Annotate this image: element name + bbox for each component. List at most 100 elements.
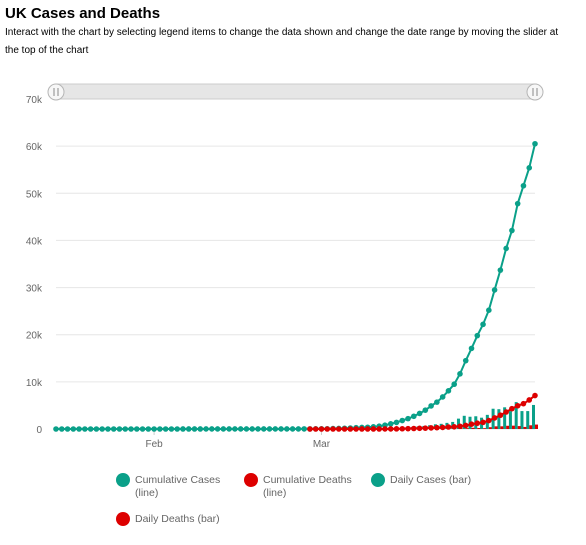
data-point bbox=[514, 200, 521, 207]
y-axis: 0 10k 20k 30k 40k 50k 60k 70k bbox=[26, 95, 43, 436]
data-point bbox=[209, 426, 215, 432]
bar bbox=[535, 424, 538, 429]
bar bbox=[500, 426, 504, 429]
data-point bbox=[509, 405, 515, 412]
data-point bbox=[399, 425, 406, 432]
data-point bbox=[416, 425, 423, 432]
data-point bbox=[330, 426, 336, 432]
data-point bbox=[503, 409, 509, 415]
range-slider-track[interactable] bbox=[55, 83, 537, 100]
bar bbox=[497, 409, 501, 429]
data-point bbox=[387, 426, 394, 432]
x-axis: Feb Mar bbox=[145, 429, 331, 450]
data-point bbox=[532, 140, 538, 147]
data-point bbox=[416, 410, 423, 417]
data-point bbox=[312, 426, 319, 432]
data-point bbox=[486, 307, 492, 314]
data-point bbox=[151, 426, 157, 432]
legend-label: Cumulative Deaths (line) bbox=[263, 474, 352, 499]
data-point bbox=[526, 397, 533, 403]
legend-marker-icon bbox=[116, 473, 130, 487]
data-point bbox=[185, 426, 192, 432]
range-slider[interactable] bbox=[47, 83, 544, 101]
data-point bbox=[197, 426, 204, 432]
y-tick-label: 20k bbox=[26, 331, 43, 342]
data-point bbox=[526, 165, 533, 171]
y-tick-label: 50k bbox=[26, 189, 43, 200]
bar bbox=[508, 411, 512, 429]
data-point bbox=[480, 321, 486, 328]
data-point bbox=[364, 426, 371, 432]
bar bbox=[506, 425, 510, 429]
data-point bbox=[439, 394, 446, 400]
data-point bbox=[503, 245, 509, 252]
grid-lines bbox=[56, 98, 535, 430]
y-tick-label: 60k bbox=[26, 142, 43, 153]
data-point bbox=[99, 426, 105, 432]
data-point bbox=[278, 426, 284, 432]
legend-marker-icon bbox=[116, 512, 130, 526]
data-point bbox=[220, 426, 227, 432]
data-point bbox=[434, 424, 440, 431]
y-tick-label: 10k bbox=[26, 378, 43, 389]
data-point bbox=[497, 412, 504, 419]
data-point bbox=[272, 426, 279, 432]
chart-title: UK Cases and Deaths bbox=[5, 5, 161, 22]
data-point bbox=[399, 417, 406, 424]
data-point bbox=[307, 426, 313, 432]
data-point bbox=[260, 426, 267, 432]
bar bbox=[483, 428, 487, 429]
series-line bbox=[309, 394, 536, 430]
data-point bbox=[347, 426, 354, 432]
data-point bbox=[462, 357, 469, 364]
data-point bbox=[237, 426, 244, 432]
data-point bbox=[93, 426, 100, 432]
data-point bbox=[474, 420, 481, 427]
data-point bbox=[64, 426, 71, 432]
data-point bbox=[133, 426, 140, 432]
data-point bbox=[445, 388, 452, 394]
data-point bbox=[318, 426, 325, 432]
data-point bbox=[509, 227, 515, 234]
data-point bbox=[474, 332, 481, 339]
data-point bbox=[434, 399, 440, 405]
data-point bbox=[457, 423, 463, 430]
x-tick-label: Mar bbox=[313, 439, 331, 450]
bar bbox=[494, 426, 498, 429]
y-tick-label: 40k bbox=[26, 236, 43, 247]
x-tick-label: Feb bbox=[145, 439, 163, 450]
chart-subtitle: Interact with the chart by selecting leg… bbox=[5, 27, 559, 56]
y-tick-label: 30k bbox=[26, 284, 43, 295]
legend-marker-icon bbox=[244, 473, 258, 487]
range-slider-right-handle[interactable] bbox=[526, 83, 544, 101]
bar bbox=[511, 425, 515, 429]
bar bbox=[517, 426, 521, 429]
data-point bbox=[393, 426, 400, 432]
legend-label: Daily Cases (bar) bbox=[390, 474, 472, 486]
bar bbox=[477, 428, 481, 429]
bar bbox=[523, 426, 527, 429]
y-tick-label: 0 bbox=[36, 425, 42, 436]
data-point bbox=[266, 426, 273, 432]
data-point bbox=[428, 425, 434, 431]
line-series bbox=[53, 140, 538, 432]
data-point bbox=[422, 407, 429, 413]
bar bbox=[465, 428, 469, 429]
data-point bbox=[451, 424, 458, 430]
data-point bbox=[226, 426, 232, 432]
data-point bbox=[422, 425, 429, 431]
data-point bbox=[428, 403, 434, 409]
data-point bbox=[162, 426, 169, 432]
bar bbox=[459, 428, 463, 429]
data-point bbox=[411, 425, 417, 432]
data-point bbox=[139, 426, 146, 432]
range-slider-left-handle[interactable] bbox=[47, 83, 65, 101]
bar bbox=[503, 407, 507, 429]
legend-marker-icon bbox=[371, 473, 385, 487]
y-tick-label: 70k bbox=[26, 95, 43, 106]
data-point bbox=[520, 182, 527, 189]
data-point bbox=[301, 426, 307, 432]
data-point bbox=[445, 424, 452, 430]
data-point bbox=[128, 426, 134, 432]
